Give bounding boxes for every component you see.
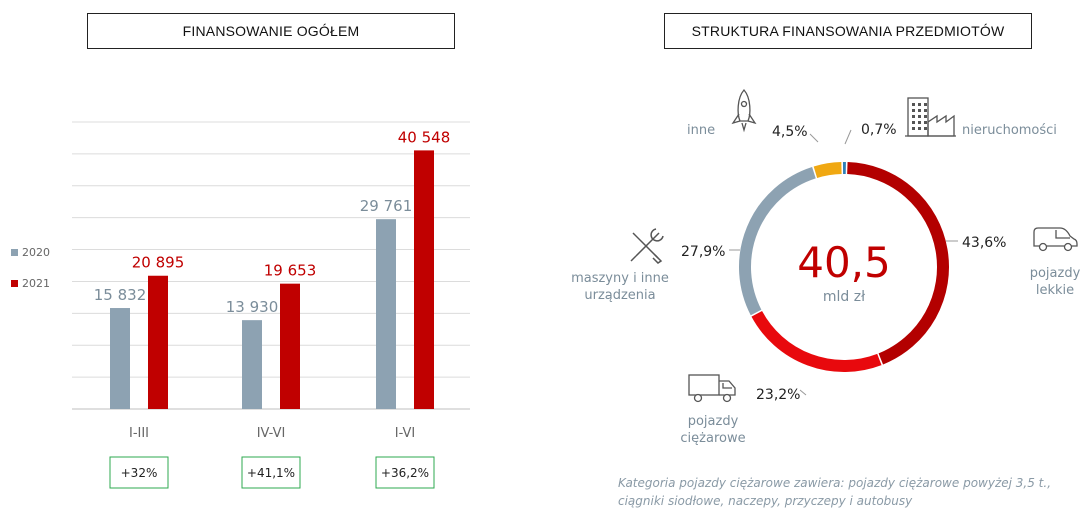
rocket-window (740, 100, 748, 108)
category-note: Kategoria pojazdy ciężarowe zawiera: poj… (618, 476, 1052, 508)
bar-value-label: 13 930 (226, 298, 279, 316)
donut-chart-title: STRUKTURA FINANSOWANIA PRZEDMIOTÓW (664, 13, 1032, 49)
bar-2021-I-VI (414, 150, 434, 409)
slice-label-inne: 4,5% (772, 124, 808, 140)
donut-slice-pojazdy-ciężarowe (751, 310, 882, 372)
truck-wheel (693, 393, 703, 403)
legend-label-2021: 2021 (22, 277, 50, 290)
bar-2020-I-VI (376, 219, 396, 409)
truck-wheel (722, 393, 732, 403)
building-window (918, 115, 921, 118)
bar-chart: 15 832 20 895 I-III +32% 13 930 19 653 IV-VI +4… (11, 121, 470, 489)
building-window (912, 109, 915, 112)
building-window (924, 121, 927, 124)
donut-slice-maszyny-i-inne-urządzenia (739, 166, 816, 316)
bar-2021-IV-VI (280, 283, 300, 409)
screwdriver-handle (652, 254, 663, 264)
slice-name-lekkie-2: lekkie (1036, 283, 1074, 298)
building-window (924, 115, 927, 118)
slice-label-maszyny: 27,9% (681, 244, 725, 260)
slice-name-inne: inne (687, 123, 715, 138)
rocket-body (737, 89, 751, 122)
donut-center-unit: mld zł (823, 289, 865, 305)
category-tick-label: I-VI (395, 426, 416, 441)
donut-slice-pojazdy-lekkie (847, 162, 949, 365)
building-window (924, 103, 927, 106)
leader-line (799, 389, 807, 396)
building-window (924, 109, 927, 112)
slice-name-maszyny-2: urządzenia (584, 288, 655, 303)
bar-chart-title: FINANSOWANIE OGÓŁEM (87, 13, 455, 49)
van-wheel (1038, 242, 1048, 252)
slice-label-nieruchomosci: 0,7% (861, 122, 897, 138)
factory-icon (905, 97, 956, 137)
bar-value-label: 15 832 (94, 286, 147, 304)
gridlines (72, 121, 470, 410)
bar-2021-I-III (148, 275, 168, 409)
bar-2020-I-III (110, 308, 130, 409)
rocket-flame (741, 122, 747, 133)
category-tick-label: IV-VI (257, 426, 286, 441)
wrench-shaft (635, 232, 660, 257)
building-window (918, 103, 921, 106)
tools-icon (630, 228, 664, 264)
van-wheel (1063, 242, 1073, 252)
leader-line (844, 129, 852, 145)
donut-center-value: 40,5 (797, 238, 891, 287)
leader-line (809, 133, 819, 143)
building-window (912, 103, 915, 106)
building-window (912, 115, 915, 118)
truck-cargo (688, 374, 720, 396)
slice-name-lekkie-1: pojazdy (1030, 266, 1081, 281)
building-window (918, 127, 921, 130)
growth-badge (109, 456, 169, 489)
legend-swatch-2021 (11, 280, 18, 287)
slice-name-nieruchomosci: nieruchomości (962, 123, 1057, 138)
building-window (918, 121, 921, 124)
factory-sawtooth (927, 114, 955, 137)
legend-swatch-2020 (11, 249, 18, 256)
growth-badge (241, 456, 301, 489)
bar-value-label: 20 895 (132, 254, 185, 272)
category-tick-label: I-III (129, 426, 149, 441)
rocket-fins (731, 113, 757, 125)
building-window (924, 127, 927, 130)
van-window (1055, 230, 1070, 239)
slice-label-lekkie: 43,6% (962, 235, 1006, 251)
bar-2020-IV-VI (242, 320, 262, 409)
building-window (912, 121, 915, 124)
van-body (1033, 227, 1078, 247)
slice-name-maszyny-1: maszyny i inne (571, 271, 669, 286)
building-window (912, 127, 915, 130)
growth-label: +32% (121, 466, 158, 480)
wrench-end (630, 255, 637, 262)
slice-label-ciezarowe: 23,2% (756, 387, 800, 403)
truck-window (722, 383, 732, 389)
slice-name-ciezarowe-1: pojazdy (688, 414, 739, 429)
slice-name-ciezarowe-2: ciężarowe (680, 431, 745, 446)
donut-slice-inne (813, 162, 842, 179)
bar-value-label: 40 548 (398, 128, 451, 146)
rocket-icon (731, 89, 757, 133)
growth-badge (375, 456, 435, 489)
legend-label-2020: 2020 (22, 246, 50, 259)
bar-value-label: 29 761 (360, 197, 413, 215)
truck-icon (688, 374, 736, 403)
growth-label: +41,1% (247, 466, 295, 480)
bar-value-label: 19 653 (264, 262, 317, 280)
car-icon (1033, 227, 1078, 252)
building-window (918, 109, 921, 112)
growth-label: +36,2% (381, 466, 429, 480)
wrench-head (650, 228, 664, 242)
